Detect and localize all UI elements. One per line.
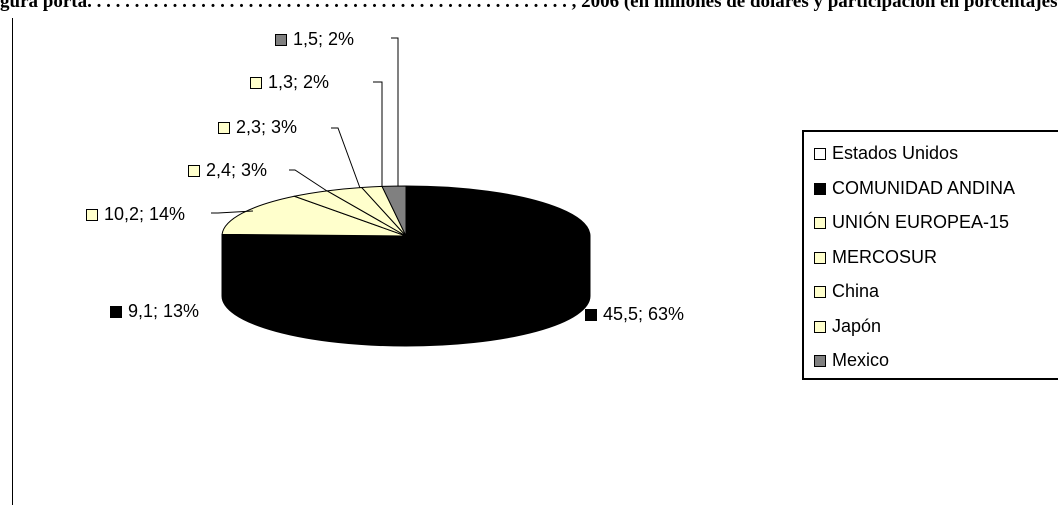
legend-swatch [814, 320, 826, 333]
legend-swatch [814, 251, 826, 264]
legend-item-comunidad-andina: COMUNIDAD ANDINA [814, 171, 1015, 205]
title-fragment-mid: porta [42, 0, 88, 12]
data-label-uni-n-europea-15: 10,2; 14% [86, 204, 185, 224]
leader-line-5 [373, 81, 383, 186]
data-label-china: 2,3; 3% [218, 117, 297, 137]
leader-line-3 [289, 169, 328, 192]
data-label-estados-unidos: 45,5; 63% [585, 304, 684, 324]
label-text: 2,4; 3% [206, 160, 268, 180]
leader-line-6 [391, 37, 399, 186]
pie-slice-uni-n-europea-15 [221, 195, 407, 237]
label-text: 9,1; 13% [128, 301, 200, 321]
label-text: 45,5; 63% [603, 304, 685, 324]
label-swatch [585, 309, 597, 321]
legend-label: China [832, 281, 880, 301]
label-text: 1,3; 2% [268, 72, 330, 92]
legend-swatch [814, 286, 826, 298]
legend-swatch [814, 182, 826, 195]
legend-item-mexico: Mexico [814, 343, 889, 377]
label-swatch [188, 165, 200, 177]
legend: Estados Unidos COMUNIDAD ANDINA UNIÓN EURO… [802, 130, 1058, 380]
pie-slice-mexico [381, 185, 407, 237]
data-label-mexico: 1,5; 2% [275, 29, 354, 49]
legend-item-china: China [814, 274, 879, 308]
label-swatch [110, 306, 122, 318]
data-label-comunidad-andina: 9,1; 13% [110, 301, 199, 321]
label-swatch [250, 77, 262, 89]
legend-item-jap-n: Japón [814, 309, 881, 343]
legend-item-uni-n-europea-15: UNIÓN EUROPEA-15 [814, 205, 1009, 239]
legend-label: Japón [832, 315, 882, 336]
legend-swatch [814, 355, 826, 367]
legend-label: MERCOSUR [832, 246, 938, 267]
chart-title: gura porta. . . . . . . . . . . . . . . … [0, 0, 1058, 18]
pie-slice-estados-unidos [270, 185, 591, 287]
legend-label: Estados Unidos [832, 143, 959, 163]
legend-label: COMUNIDAD ANDINA [832, 177, 1016, 198]
pie-slice-comunidad-andina [221, 233, 407, 271]
label-text: 2,3; 3% [236, 117, 298, 137]
title-fragment-left: gura [0, 0, 38, 12]
label-swatch [275, 34, 287, 46]
data-label-jap-n: 1,3; 2% [250, 72, 329, 92]
legend-swatch [814, 217, 826, 229]
label-text: 10,2; 14% [104, 204, 186, 224]
label-swatch [86, 209, 98, 221]
title-fragment-year: , 2006 [571, 0, 620, 12]
chart-frame-border [12, 18, 13, 505]
legend-item-mercosur: MERCOSUR [814, 240, 937, 274]
label-swatch [218, 122, 230, 134]
leader-line-4 [331, 127, 361, 189]
legend-label: UNIÓN EUROPEA-15 [832, 212, 1010, 232]
legend-item-estados-unidos: Estados Unidos [814, 136, 958, 170]
leader-line-2 [211, 210, 254, 214]
data-label-mercosur: 2,4; 3% [188, 160, 267, 180]
label-text: 1,5; 2% [293, 29, 355, 49]
title-fragment-paren: (en millones de dólares y participación … [623, 0, 1058, 12]
legend-label: Mexico [832, 350, 890, 370]
legend-swatch [814, 148, 826, 160]
